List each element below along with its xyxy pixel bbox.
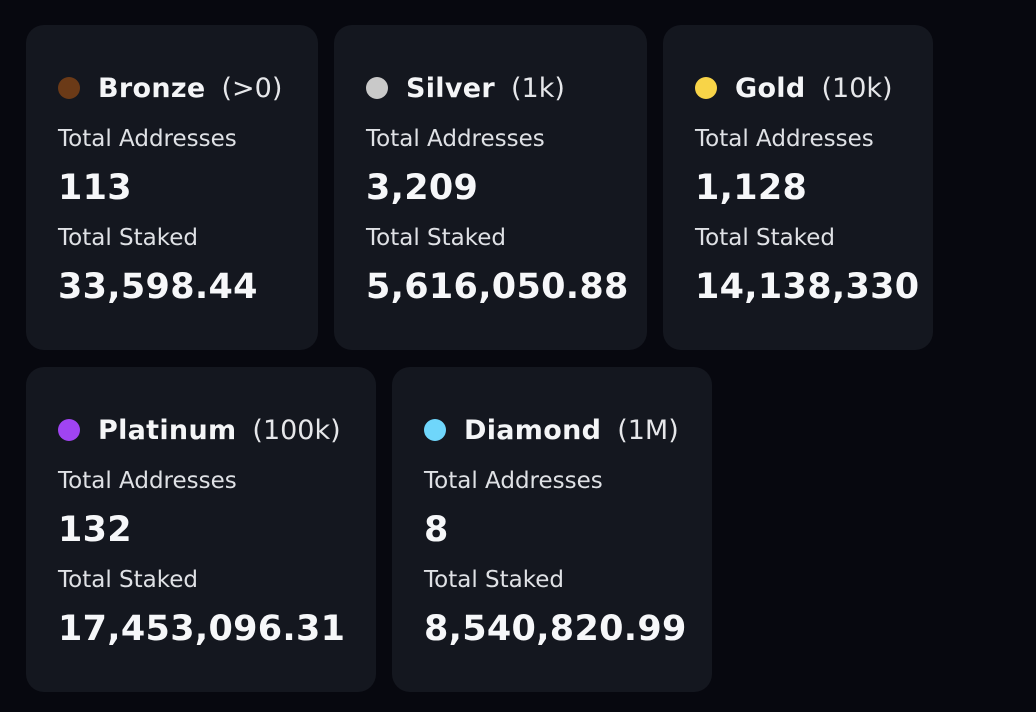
total-addresses-value: 1,128 [695, 168, 808, 208]
tier-name: Bronze [98, 72, 206, 104]
tier-header: Platinum (100k) [58, 414, 341, 446]
tier-threshold: (1k) [510, 72, 565, 104]
gold-dot-icon [695, 77, 717, 99]
tier-name: Platinum [98, 414, 237, 446]
tier-header: Bronze (>0) [58, 72, 283, 104]
tier-threshold: (100k) [252, 414, 341, 446]
total-staked-label: Total Staked [366, 225, 506, 251]
total-staked-label: Total Staked [58, 225, 198, 251]
total-addresses-value: 3,209 [366, 168, 479, 208]
total-staked-label: Total Staked [424, 567, 564, 593]
tier-header: Diamond (1M) [424, 414, 679, 446]
tier-card-gold: Gold (10k) Total Addresses 1,128 Total S… [663, 25, 933, 350]
tier-threshold: (>0) [221, 72, 283, 104]
total-staked-label: Total Staked [58, 567, 198, 593]
tier-card-bronze: Bronze (>0) Total Addresses 113 Total St… [26, 25, 318, 350]
tier-threshold: (1M) [617, 414, 679, 446]
total-addresses-value: 132 [58, 510, 132, 550]
total-addresses-label: Total Addresses [58, 468, 237, 494]
total-addresses-value: 8 [424, 510, 449, 550]
tier-card-silver: Silver (1k) Total Addresses 3,209 Total … [334, 25, 647, 350]
tier-header: Gold (10k) [695, 72, 893, 104]
tier-threshold: (10k) [821, 72, 893, 104]
total-staked-value: 5,616,050.88 [366, 267, 629, 307]
total-addresses-label: Total Addresses [424, 468, 603, 494]
platinum-dot-icon [58, 419, 80, 441]
silver-dot-icon [366, 77, 388, 99]
total-staked-value: 14,138,330 [695, 267, 920, 307]
total-addresses-label: Total Addresses [695, 126, 874, 152]
total-addresses-value: 113 [58, 168, 132, 208]
bronze-dot-icon [58, 77, 80, 99]
diamond-dot-icon [424, 419, 446, 441]
tier-card-platinum: Platinum (100k) Total Addresses 132 Tota… [26, 367, 376, 692]
total-addresses-label: Total Addresses [366, 126, 545, 152]
total-staked-value: 33,598.44 [58, 267, 258, 307]
tier-name: Diamond [464, 414, 602, 446]
tier-header: Silver (1k) [366, 72, 565, 104]
tier-card-diamond: Diamond (1M) Total Addresses 8 Total Sta… [392, 367, 712, 692]
total-staked-value: 17,453,096.31 [58, 609, 346, 649]
total-staked-label: Total Staked [695, 225, 835, 251]
total-staked-value: 8,540,820.99 [424, 609, 687, 649]
tier-name: Silver [406, 72, 495, 104]
tier-name: Gold [735, 72, 806, 104]
total-addresses-label: Total Addresses [58, 126, 237, 152]
